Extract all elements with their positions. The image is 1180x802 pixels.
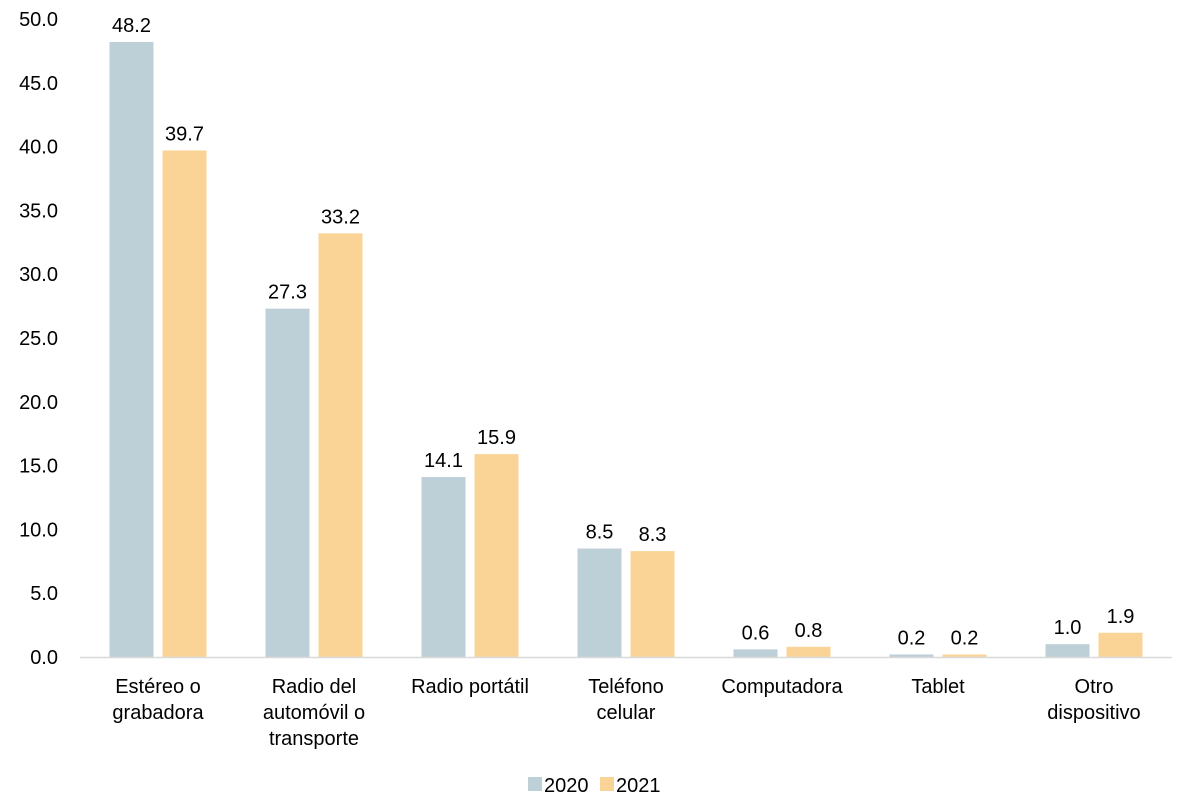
- y-tick-label: 50.0: [19, 9, 58, 31]
- data-label: 1.9: [1107, 606, 1135, 628]
- data-label: 27.3: [268, 282, 307, 304]
- category-label: automóvil o: [263, 702, 365, 724]
- bar-2020-1: [265, 308, 310, 657]
- bars-area: [109, 41, 1143, 658]
- bar-2020-3: [577, 548, 622, 657]
- y-tick-label: 10.0: [19, 519, 58, 541]
- data-label: 8.5: [586, 522, 614, 544]
- data-label: 33.2: [321, 206, 360, 228]
- data-label: 8.3: [639, 524, 667, 546]
- y-tick-label: 15.0: [19, 456, 58, 478]
- category-label: Computadora: [721, 676, 843, 698]
- legend-label: 2020: [544, 775, 589, 797]
- legend-swatch-2020: [528, 777, 542, 791]
- y-tick-label: 5.0: [30, 583, 58, 605]
- data-label: 14.1: [424, 450, 463, 472]
- category-label: Radio del: [272, 676, 357, 698]
- bar-2021-3: [630, 551, 675, 657]
- y-tick-label: 0.0: [30, 647, 58, 669]
- category-label: Otro: [1075, 676, 1114, 698]
- y-tick-label: 30.0: [19, 264, 58, 286]
- category-label: Estéreo o: [115, 676, 201, 698]
- data-labels: 48.2 39.7 27.3 33.2 14.1 15.9 8.5 8.3 0.6 0.8 0.2 0…: [112, 15, 1134, 649]
- y-tick-label: 20.0: [19, 392, 58, 414]
- bar-2021-5: [942, 654, 987, 657]
- bar-2021-1: [318, 233, 363, 658]
- bar-2021-0: [162, 150, 207, 658]
- data-label: 39.7: [165, 123, 204, 145]
- category-label: celular: [597, 702, 656, 724]
- category-label: grabadora: [112, 702, 204, 724]
- category-label: Radio portátil: [411, 676, 529, 698]
- bar-2020-2: [421, 477, 466, 657]
- bar-2020-5: [889, 654, 934, 657]
- data-label: 0.8: [795, 620, 823, 642]
- category-label: transporte: [269, 728, 359, 750]
- bar-2020-0: [109, 41, 154, 657]
- data-label: 0.6: [742, 622, 770, 644]
- data-label: 0.2: [898, 627, 926, 649]
- legend-label: 2021: [616, 775, 661, 797]
- bar-2021-4: [786, 646, 831, 657]
- y-tick-label: 45.0: [19, 73, 58, 95]
- category-label: Teléfono: [588, 676, 664, 698]
- data-label: 1.0: [1054, 617, 1082, 639]
- bar-2020-4: [733, 649, 778, 657]
- bar-2021-6: [1098, 632, 1143, 657]
- data-label: 0.2: [951, 627, 979, 649]
- bar-2020-6: [1045, 644, 1090, 657]
- y-tick-label: 25.0: [19, 328, 58, 350]
- y-tick-label: 40.0: [19, 137, 58, 159]
- data-label: 15.9: [477, 427, 516, 449]
- legend: 2020 2021: [528, 775, 661, 797]
- bar-2021-2: [474, 454, 519, 657]
- y-axis: 0.0 5.0 10.0 15.0 20.0 25.0 30.0 35.0 40.0 45.0 50…: [19, 9, 58, 669]
- category-label: dispositivo: [1047, 702, 1140, 724]
- x-axis: Estéreo o grabadora Radio del automóvil o tr…: [112, 676, 1140, 750]
- legend-swatch-2021: [600, 777, 614, 791]
- y-tick-label: 35.0: [19, 200, 58, 222]
- category-label: Tablet: [911, 676, 965, 698]
- data-label: 48.2: [112, 15, 151, 37]
